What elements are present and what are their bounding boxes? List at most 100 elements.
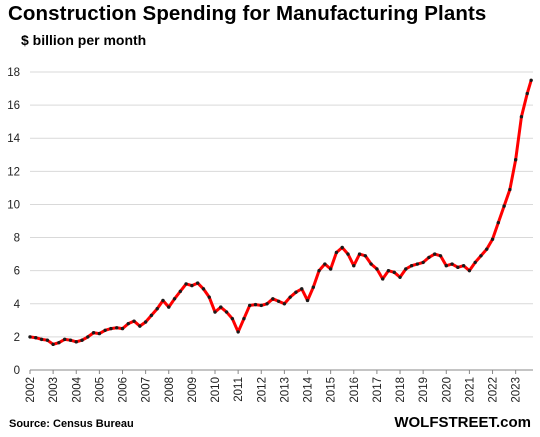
x-tick-labels: 2002 2003 2004 2005 2006 2007 2008 2009 2010 2011…: [25, 370, 523, 403]
data-point: [473, 260, 477, 265]
x-tick-label: 2012: [256, 377, 268, 403]
data-point: [28, 335, 32, 339]
data-point: [248, 303, 252, 308]
data-point: [184, 282, 188, 286]
data-point: [161, 298, 165, 303]
data-point: [62, 337, 67, 342]
data-point: [207, 295, 211, 299]
data-point: [461, 264, 466, 268]
y-tick-label: 4: [14, 299, 21, 311]
data-point: [525, 91, 529, 96]
x-tick-label: 2018: [395, 377, 407, 403]
y-tick-label: 8: [14, 233, 20, 245]
data-point: [392, 270, 396, 275]
data-point: [334, 250, 339, 255]
x-tick-label: 2002: [25, 377, 37, 403]
x-tick-label: 2010: [210, 377, 222, 403]
data-point: [86, 335, 90, 339]
data-point: [190, 283, 194, 288]
data-point: [97, 331, 102, 336]
data-point: [508, 187, 512, 192]
y-tick-label: 18: [7, 67, 20, 79]
chart-title: Construction Spending for Manufacturing …: [8, 2, 487, 25]
data-point: [363, 254, 368, 258]
data-point: [427, 255, 431, 260]
x-tick-label: 2017: [372, 377, 384, 403]
data-point: [496, 220, 501, 225]
data-point: [467, 268, 472, 273]
data-point: [288, 295, 292, 299]
series-spending: [28, 78, 533, 347]
data-point: [126, 321, 130, 326]
brand-watermark: WOLFSTREET.com: [394, 414, 531, 431]
data-point: [300, 287, 304, 291]
data-point: [167, 305, 171, 309]
data-point: [529, 78, 533, 82]
data-point: [485, 247, 489, 251]
x-tick-label: 2016: [349, 377, 361, 403]
data-point: [219, 305, 223, 309]
x-tick-label: 2005: [94, 377, 106, 403]
data-point: [311, 285, 315, 289]
data-point: [328, 267, 333, 271]
data-point: [340, 245, 344, 250]
x-tick-label: 2019: [418, 377, 430, 403]
data-point: [415, 262, 420, 266]
data-point: [265, 302, 269, 306]
y-tick-label: 16: [7, 100, 20, 112]
data-point: [74, 340, 78, 344]
data-point: [132, 319, 136, 323]
series-line: [28, 78, 533, 346]
data-point: [456, 265, 460, 270]
data-point: [357, 252, 362, 256]
data-point: [138, 324, 142, 328]
data-point: [195, 281, 200, 285]
data-point: [143, 320, 148, 324]
y-tick-label: 10: [7, 199, 20, 211]
data-point: [513, 158, 518, 162]
x-tick-label: 2022: [488, 377, 500, 403]
data-point: [409, 264, 414, 268]
data-point: [479, 254, 483, 258]
data-point: [404, 267, 408, 271]
data-point: [369, 262, 373, 266]
data-point: [346, 252, 350, 256]
data-point: [109, 326, 113, 331]
data-point: [236, 330, 240, 334]
data-point: [438, 254, 443, 258]
data-point: [57, 340, 61, 345]
data-point: [323, 262, 327, 266]
x-tick-label: 2008: [164, 377, 176, 403]
x-tick-label: 2011: [233, 377, 245, 402]
x-tick-label: 2006: [118, 377, 130, 403]
data-point: [271, 297, 275, 301]
data-point: [502, 204, 506, 208]
data-point: [34, 336, 38, 340]
data-point: [305, 298, 310, 303]
x-tick-label: 2009: [187, 377, 199, 403]
data-point: [433, 252, 437, 256]
y-tick-label: 2: [14, 332, 20, 344]
data-point: [201, 287, 206, 291]
data-point: [398, 275, 402, 279]
data-point: [352, 264, 356, 268]
x-tick-label: 2023: [511, 377, 523, 403]
x-tick-label: 2020: [441, 377, 453, 403]
data-point: [45, 338, 50, 342]
data-point: [380, 277, 385, 281]
data-point: [80, 338, 84, 342]
data-point: [91, 331, 96, 335]
data-point: [39, 337, 44, 342]
data-point: [253, 302, 258, 307]
data-point: [294, 290, 298, 294]
data-point: [51, 342, 55, 347]
data-point: [386, 268, 391, 273]
x-tick-label: 2004: [71, 376, 83, 402]
data-point: [68, 338, 73, 342]
data-point: [490, 237, 495, 241]
data-point: [276, 299, 281, 303]
x-tick-label: 2021: [464, 377, 476, 403]
x-tick-label: 2014: [303, 376, 315, 402]
data-point: [155, 307, 159, 311]
x-tick-label: 2003: [48, 377, 60, 403]
